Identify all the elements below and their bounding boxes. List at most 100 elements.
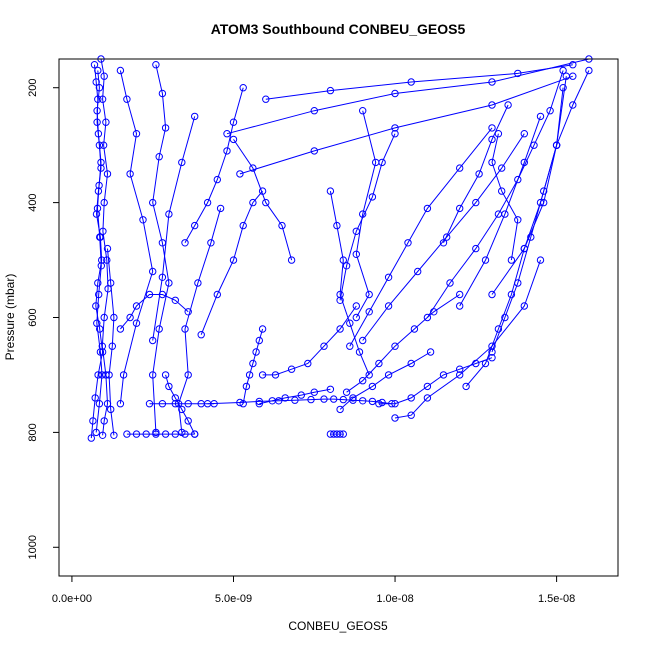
- data-point: [456, 204, 464, 213]
- data-point: [100, 313, 108, 322]
- data-point: [207, 239, 215, 247]
- data-point: [520, 130, 528, 138]
- data-point: [191, 430, 199, 438]
- data-point: [249, 359, 257, 368]
- series-5: [181, 84, 247, 247]
- data-point: [100, 198, 108, 207]
- data-point: [423, 313, 432, 322]
- data-point: [520, 158, 528, 167]
- data-point: [352, 250, 360, 259]
- data-point: [145, 400, 154, 408]
- data-point: [161, 430, 170, 438]
- data-point: [488, 101, 496, 109]
- data-point: [375, 359, 383, 368]
- data-point: [488, 78, 496, 86]
- data-point: [229, 256, 238, 264]
- series-32: [103, 244, 118, 439]
- data-point: [181, 325, 189, 333]
- data-point: [93, 204, 102, 213]
- data-point: [123, 95, 131, 103]
- series-line: [346, 294, 460, 393]
- data-point: [307, 395, 315, 404]
- data-point: [439, 239, 448, 247]
- data-point: [95, 400, 104, 408]
- data-point: [320, 395, 328, 403]
- data-point: [171, 394, 180, 402]
- data-point: [98, 371, 106, 379]
- data-point: [488, 158, 496, 167]
- data-point: [126, 170, 134, 178]
- data-point: [255, 400, 263, 408]
- data-point: [165, 279, 173, 287]
- data-point: [514, 279, 522, 287]
- data-point: [116, 66, 125, 75]
- series-10: [258, 302, 360, 379]
- data-point: [481, 359, 490, 368]
- data-point: [236, 170, 244, 178]
- data-point: [384, 371, 393, 379]
- series-line: [265, 64, 573, 100]
- data-point: [472, 198, 480, 207]
- data-point: [99, 141, 108, 149]
- data-point: [152, 60, 160, 69]
- series-18: [423, 66, 567, 322]
- data-point: [95, 181, 103, 190]
- data-point: [359, 107, 367, 115]
- data-point: [391, 124, 399, 132]
- series-line: [100, 58, 109, 436]
- data-point: [391, 130, 399, 138]
- data-point: [155, 153, 163, 161]
- data-point: [546, 107, 554, 115]
- data-point: [158, 273, 167, 281]
- data-point: [378, 398, 386, 407]
- data-point: [142, 430, 150, 438]
- series-line: [119, 70, 154, 404]
- data-point: [504, 101, 512, 109]
- data-point: [239, 400, 247, 408]
- data-point: [488, 348, 496, 356]
- data-point: [236, 398, 244, 407]
- data-point: [585, 66, 593, 75]
- data-point: [498, 164, 506, 172]
- data-point: [92, 428, 100, 437]
- data-point: [320, 342, 328, 350]
- series-line: [165, 374, 196, 435]
- data-point: [559, 66, 567, 75]
- series-line: [262, 305, 357, 376]
- data-point: [359, 210, 367, 218]
- data-point: [116, 400, 125, 408]
- data-point: [95, 290, 103, 299]
- data-point: [368, 397, 377, 406]
- data-point: [107, 405, 115, 414]
- series-3: [116, 66, 157, 408]
- data-point: [165, 382, 173, 391]
- data-point: [89, 417, 97, 425]
- data-point: [223, 130, 231, 138]
- data-point: [446, 279, 454, 287]
- data-point: [123, 430, 131, 438]
- series-line: [95, 70, 103, 433]
- data-point: [391, 414, 399, 422]
- data-point: [426, 348, 435, 356]
- x-tick-label: 1.0e-08: [376, 593, 413, 605]
- data-point: [155, 325, 163, 333]
- data-point: [384, 302, 393, 310]
- data-point: [94, 371, 102, 379]
- data-point: [178, 158, 186, 167]
- data-point: [342, 262, 351, 270]
- data-point: [514, 175, 522, 184]
- series-line: [120, 294, 189, 330]
- data-point: [152, 430, 160, 438]
- data-point: [520, 244, 528, 253]
- data-point: [368, 382, 377, 391]
- y-tick-label: 400: [27, 193, 39, 211]
- series-11: [326, 430, 347, 438]
- series-line: [200, 190, 263, 335]
- data-point: [132, 130, 141, 138]
- series-31: [161, 371, 199, 438]
- data-point: [359, 336, 367, 345]
- data-point: [278, 221, 286, 230]
- data-point: [107, 279, 115, 287]
- data-point: [304, 359, 312, 368]
- data-point: [93, 319, 101, 327]
